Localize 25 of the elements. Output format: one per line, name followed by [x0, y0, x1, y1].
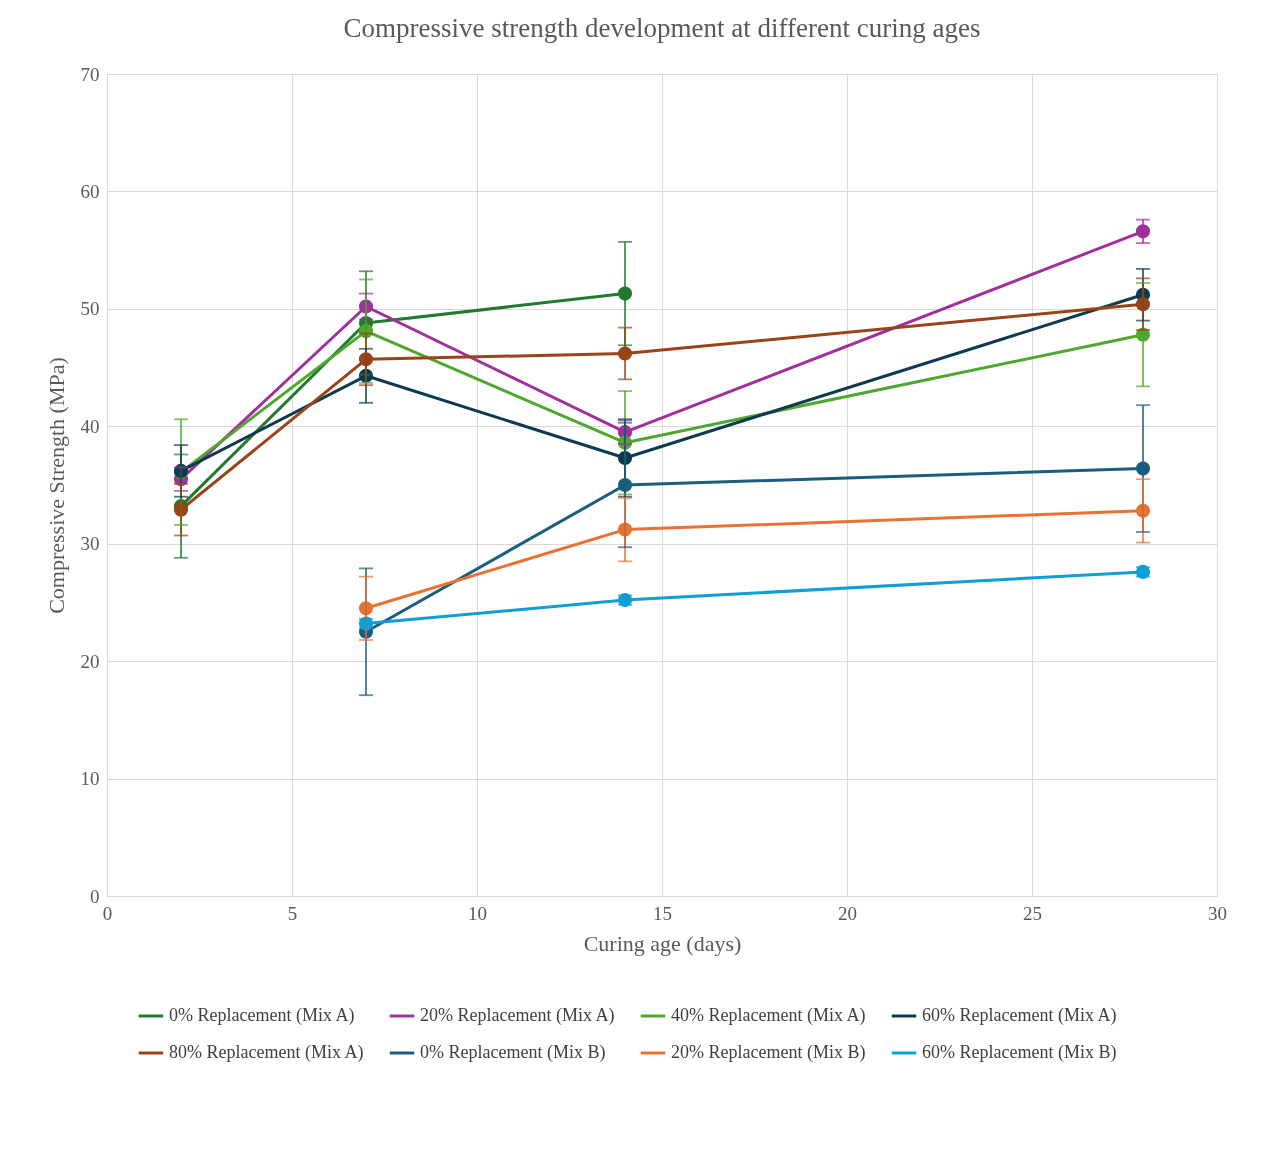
y-axis-title: Compressive Strength (MPa) [43, 357, 69, 614]
y-tick-label: 20 [80, 650, 100, 672]
x-tick-label: 30 [1208, 902, 1227, 924]
y-tick-label: 30 [80, 533, 100, 555]
legend-label: 0% Replacement (Mix B) [420, 1042, 606, 1063]
x-tick-label: 25 [1023, 902, 1042, 924]
y-tick-label: 10 [80, 768, 100, 790]
y-tick-label: 70 [80, 63, 100, 85]
y-tick-label: 60 [80, 180, 100, 202]
y-tick-label: 0 [90, 885, 100, 907]
legend-label: 80% Replacement (Mix A) [169, 1042, 364, 1063]
legend-label: 20% Replacement (Mix A) [420, 1005, 615, 1026]
legend-label: 40% Replacement (Mix A) [671, 1005, 866, 1026]
y-tick-label: 50 [80, 298, 100, 320]
legend-label: 0% Replacement (Mix A) [169, 1005, 355, 1026]
x-axis-title: Curing age (days) [583, 930, 742, 956]
x-tick-label: 10 [468, 902, 487, 924]
legend-label: 60% Replacement (Mix A) [922, 1005, 1117, 1026]
legend-label: 20% Replacement (Mix B) [671, 1042, 866, 1063]
chart-title: Compressive strength development at different curing ages [343, 13, 981, 43]
y-tick-label: 40 [80, 415, 100, 437]
x-tick-label: 5 [287, 902, 298, 924]
x-tick-label: 20 [838, 902, 857, 924]
x-tick-label: 15 [653, 902, 672, 924]
legend-label: 60% Replacement (Mix B) [922, 1042, 1117, 1063]
